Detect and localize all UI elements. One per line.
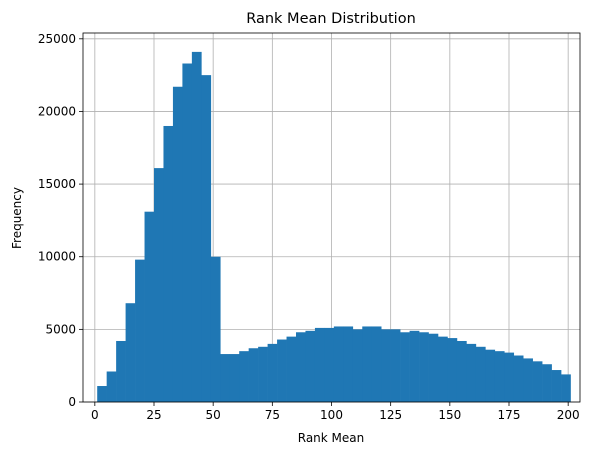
histogram-bar — [135, 259, 145, 402]
y-tick-label: 25000 — [38, 32, 76, 46]
histogram-bar — [504, 352, 515, 402]
histogram-bar — [201, 75, 212, 403]
histogram-bar — [456, 340, 467, 402]
histogram-bar — [513, 355, 524, 402]
histogram-bar — [400, 332, 410, 402]
y-tick-label: 15000 — [38, 177, 76, 191]
histogram-bar — [97, 386, 107, 402]
histogram-bar — [248, 348, 259, 402]
y-tick-label: 0 — [68, 395, 76, 409]
histogram-bar — [447, 338, 458, 402]
x-tick-label: 125 — [379, 408, 402, 422]
ticks-layer: 0 25 50 75 100 125 150 175 200 0 5000 10000 15000 200… — [38, 32, 580, 422]
histogram-bar — [438, 336, 448, 402]
x-tick-label: 150 — [438, 408, 461, 422]
histogram-bar — [371, 326, 382, 402]
histogram-bar — [267, 343, 278, 402]
histogram-bar — [229, 354, 240, 402]
histogram-bar — [239, 351, 249, 402]
x-axis-label: Rank Mean — [298, 431, 365, 445]
x-tick-label: 175 — [498, 408, 521, 422]
histogram-bar — [381, 329, 391, 402]
histogram-bar — [333, 326, 344, 402]
histogram-bar — [220, 354, 231, 402]
histogram-bar — [324, 327, 335, 402]
histogram-bar — [191, 51, 202, 402]
histogram-bar — [163, 125, 174, 402]
histogram-bar — [258, 346, 268, 402]
histogram-bar — [116, 340, 126, 402]
histogram-bar — [314, 327, 325, 402]
histogram-bar — [154, 168, 164, 402]
histogram-bar — [106, 371, 117, 402]
histogram-bar — [542, 364, 552, 402]
histogram-bar — [494, 351, 505, 402]
y-tick-label: 10000 — [38, 250, 76, 264]
histogram-bar — [352, 329, 363, 402]
histogram-bar — [475, 346, 486, 402]
histogram-bar — [523, 358, 533, 402]
histogram-bar — [466, 343, 477, 402]
histogram-bar — [362, 326, 373, 402]
bars-layer — [97, 51, 571, 403]
histogram-bar — [485, 349, 496, 402]
histogram-bar — [428, 333, 439, 402]
histogram-bar — [561, 374, 571, 402]
histogram-bar — [305, 330, 316, 402]
y-tick-label: 20000 — [38, 104, 76, 118]
histogram-bar — [125, 303, 136, 402]
histogram-bar — [210, 256, 221, 402]
y-axis-label: Frequency — [10, 187, 24, 249]
y-tick-label: 5000 — [45, 322, 76, 336]
histogram-bar — [532, 361, 543, 402]
histogram-bar — [296, 332, 306, 402]
histogram-bar — [182, 63, 193, 402]
histogram-bar — [286, 336, 297, 402]
histogram-bar — [172, 86, 183, 403]
x-tick-label: 200 — [557, 408, 580, 422]
histogram-bar — [390, 329, 401, 402]
histogram-bar — [343, 326, 354, 402]
chart-title: Rank Mean Distribution — [246, 11, 416, 27]
histogram-bar — [409, 330, 420, 402]
histogram-bar — [277, 339, 287, 402]
x-tick-label: 0 — [91, 408, 99, 422]
x-tick-label: 25 — [146, 408, 161, 422]
x-tick-label: 50 — [206, 408, 221, 422]
histogram-bar — [144, 211, 155, 402]
histogram-bar — [419, 332, 429, 402]
x-tick-label: 75 — [265, 408, 280, 422]
histogram-bar — [551, 370, 562, 402]
x-tick-label: 100 — [320, 408, 343, 422]
